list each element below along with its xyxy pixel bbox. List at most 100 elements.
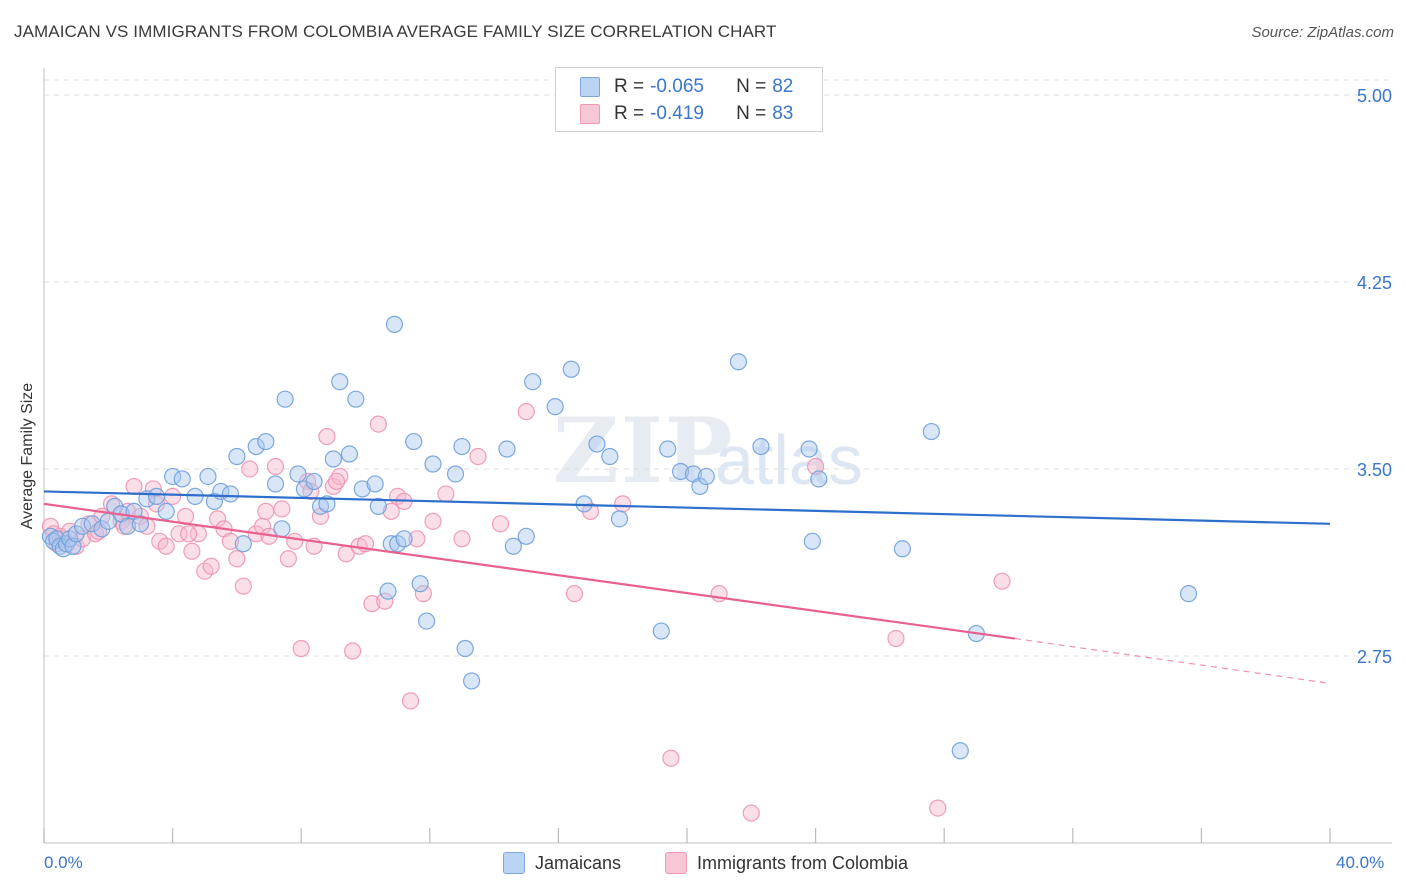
jamaican-point <box>73 517 92 535</box>
jamaican-point <box>366 475 384 493</box>
jamaican-point <box>369 497 387 515</box>
colombia-point <box>469 447 487 466</box>
legend-item-colombia[interactable]: Immigrants from Colombia <box>665 852 908 874</box>
jamaican-point <box>118 517 137 535</box>
legend-item-jamaicans[interactable]: Jamaicans <box>503 852 621 874</box>
legend-n-label: N = <box>736 76 767 97</box>
grid-lines <box>44 79 1392 657</box>
jamaican-point <box>417 612 436 630</box>
jamaican-point <box>340 445 359 463</box>
colombia-point <box>221 532 240 550</box>
y-tick-labels: 2.75 3.50 4.25 5.00 <box>1357 86 1392 667</box>
jamaican-point <box>562 360 580 378</box>
jamaican-point <box>601 447 619 466</box>
colombia-point <box>183 542 201 560</box>
colombia-point <box>401 692 420 710</box>
trend-line-jamaicans <box>43 490 1331 525</box>
jamaican-point <box>610 510 629 528</box>
jamaican-point <box>385 315 404 333</box>
jamaican-point <box>173 470 191 488</box>
jamaican-point <box>893 540 912 558</box>
jamaican-point <box>395 530 413 548</box>
jamaican-point <box>199 467 217 486</box>
series-legend: Jamaicans Immigrants from Colombia <box>0 852 1406 876</box>
series-jamaicans-points <box>41 315 1198 760</box>
legend-n-value: 82 <box>772 76 794 97</box>
jamaican-point <box>691 477 709 496</box>
colombia-point <box>228 550 246 568</box>
jamaican-point <box>453 437 471 456</box>
watermark-atlas: atlas <box>715 421 863 499</box>
colombia-point <box>241 460 259 478</box>
jamaican-point <box>524 373 542 391</box>
colombia-point <box>157 537 175 555</box>
legend-r-value: -0.065 <box>650 76 704 97</box>
colombia-point <box>376 592 394 610</box>
colombia-point <box>125 477 143 496</box>
trend-line-colombia <box>43 502 1016 640</box>
legend-row-colombia: R = -0.419 N = 83 <box>580 103 793 125</box>
jamaican-point <box>318 495 336 513</box>
colombia-point <box>369 415 387 433</box>
jamaican-point <box>164 467 182 486</box>
colombia-point <box>887 629 905 648</box>
colombia-point <box>424 512 442 530</box>
jamaican-point <box>697 467 715 486</box>
jamaican-point <box>951 742 969 760</box>
jamaican-point <box>289 465 307 483</box>
jamaican-point <box>205 492 223 510</box>
y-tick-label: 5.00 <box>1357 86 1392 106</box>
colombia-point <box>292 639 310 658</box>
trend-lines <box>43 490 1331 685</box>
jamaican-point <box>652 622 670 640</box>
jamaican-point <box>803 532 821 550</box>
legend-swatch-blue <box>580 77 600 97</box>
colombia-point <box>257 502 275 520</box>
jamaican-point <box>517 527 535 545</box>
legend-swatch-pink <box>580 104 600 124</box>
jamaican-point <box>405 432 423 451</box>
jamaican-point <box>379 582 397 600</box>
jamaican-point <box>228 447 246 466</box>
axes <box>43 68 1392 844</box>
jamaican-point <box>498 440 516 458</box>
correlation-legend: R = -0.065 N = 82 R = -0.419 N = 83 <box>555 67 823 132</box>
jamaican-point <box>324 450 342 468</box>
colombia-point <box>202 557 220 575</box>
colombia-point <box>993 572 1011 590</box>
legend-n-value: 83 <box>772 103 794 124</box>
colombia-point <box>742 804 760 822</box>
colombia-point <box>453 530 471 548</box>
legend-row-jamaicans: R = -0.065 N = 82 <box>580 76 793 98</box>
legend-label-colombia: Immigrants from Colombia <box>697 852 909 873</box>
colombia-point <box>209 510 227 528</box>
colombia-point <box>363 595 381 613</box>
y-tick-label: 2.75 <box>1357 647 1392 667</box>
jamaican-point <box>234 535 252 553</box>
colombia-point <box>414 585 432 603</box>
jamaican-point <box>276 390 294 408</box>
jamaican-point <box>424 455 442 473</box>
legend-r-label: R = <box>614 76 645 97</box>
legend-r-value: -0.419 <box>650 103 704 124</box>
jamaican-point <box>221 485 240 503</box>
y-tick-label: 4.25 <box>1357 273 1392 293</box>
x-tick-label-min: 0.0% <box>44 853 83 872</box>
chart-title: JAMAICAN VS IMMIGRANTS FROM COLOMBIA AVE… <box>14 22 777 41</box>
colombia-point <box>279 550 297 568</box>
legend-n-label: N = <box>736 103 767 124</box>
legend-swatch-pink <box>665 852 687 874</box>
jamaican-point <box>659 440 677 458</box>
colombia-point <box>408 530 426 548</box>
colombia-point <box>437 485 455 503</box>
y-tick-label: 3.50 <box>1357 460 1392 480</box>
jamaican-point <box>247 437 265 456</box>
jamaican-point <box>922 422 940 441</box>
jamaican-point <box>456 639 474 658</box>
x-tick-label-max: 40.0% <box>1336 853 1385 872</box>
jamaican-point <box>1179 585 1198 603</box>
colombia-point <box>614 495 632 513</box>
colombia-point <box>382 502 400 520</box>
watermark-zip: ZIP <box>553 398 735 504</box>
